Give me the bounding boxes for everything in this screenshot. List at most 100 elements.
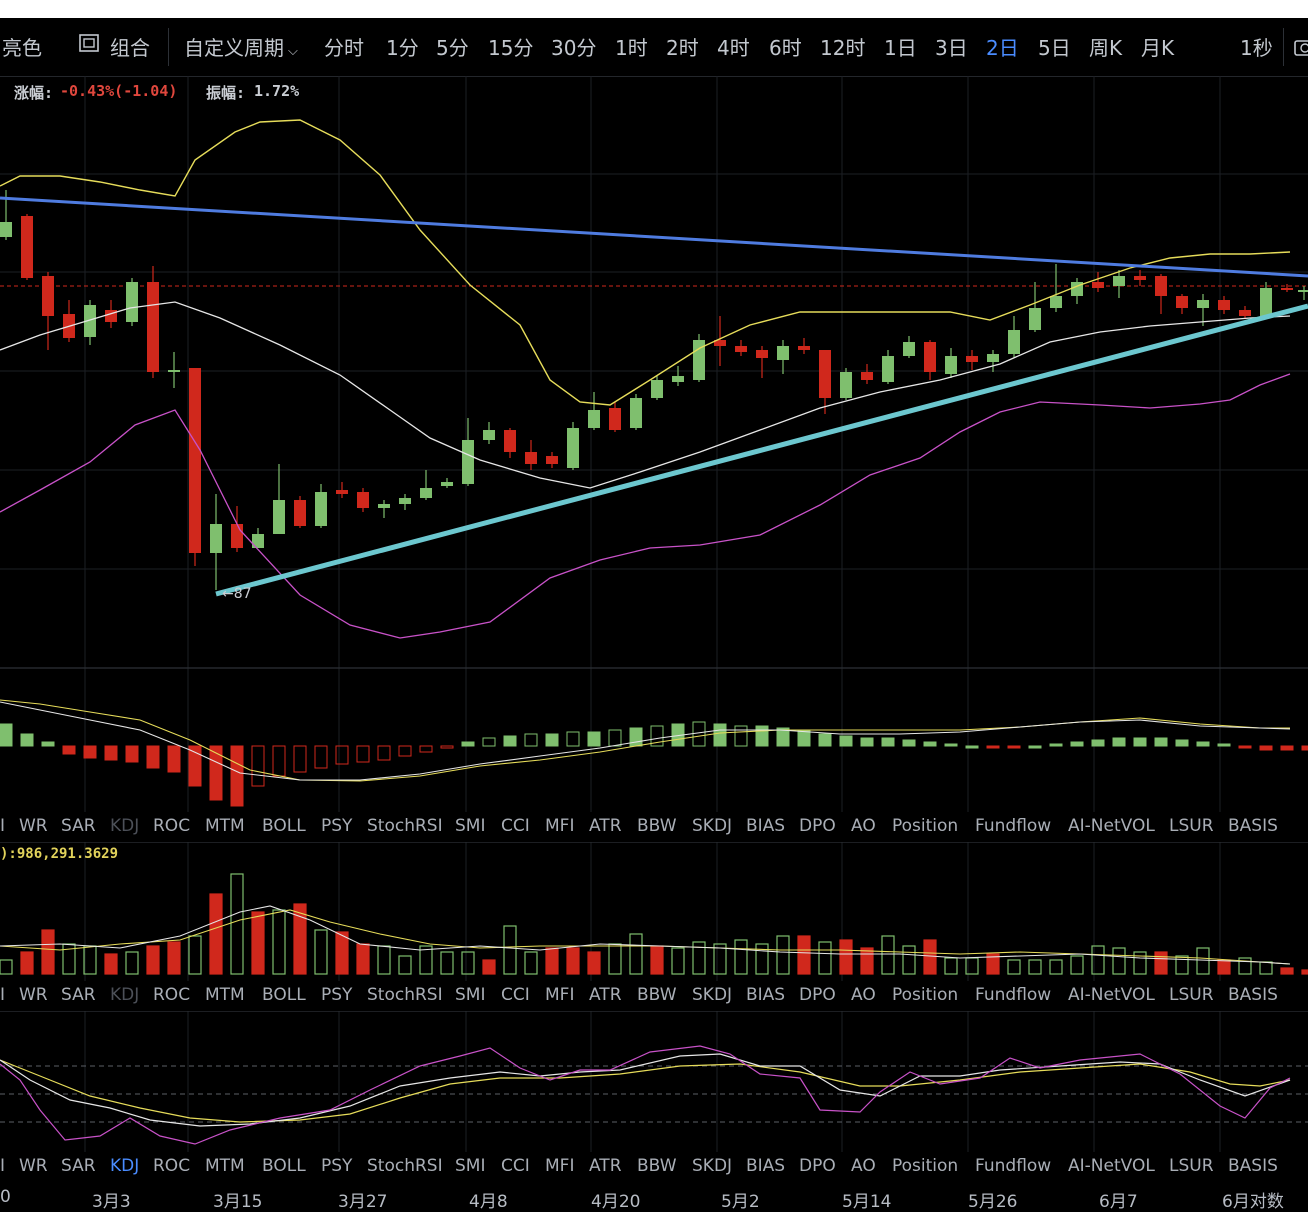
indicator-tab-basis[interactable]: BASIS bbox=[1228, 816, 1278, 836]
indicator-tab-boll[interactable]: BOLL bbox=[262, 1156, 306, 1176]
indicator-tab-bbw[interactable]: BBW bbox=[637, 985, 677, 1005]
indicator-tab-skdj[interactable]: SKDJ bbox=[692, 816, 733, 836]
custom-period-dropdown[interactable]: 自定义周期 ⌵ bbox=[184, 32, 298, 61]
indicator-tab-skdj[interactable]: SKDJ bbox=[692, 985, 733, 1005]
indicator-tab-boll[interactable]: BOLL bbox=[262, 985, 306, 1005]
indicator-tab-bias[interactable]: BIAS bbox=[746, 985, 786, 1005]
period-6[interactable]: 2时 bbox=[666, 36, 699, 60]
period-10[interactable]: 1日 bbox=[884, 36, 917, 60]
indicator-tab-lsur[interactable]: LSUR bbox=[1169, 1156, 1214, 1176]
indicator-tab-stochrsi[interactable]: StochRSI bbox=[367, 1156, 443, 1176]
indicator-tab-roc[interactable]: ROC bbox=[153, 816, 191, 836]
period-4[interactable]: 30分 bbox=[551, 36, 597, 60]
indicator-tab-cci[interactable]: CCI bbox=[501, 816, 530, 836]
indicator-tab-dpo[interactable]: DPO bbox=[799, 816, 836, 836]
volume-ma-fast bbox=[0, 905, 1291, 965]
indicator-tab-mfi[interactable]: MFI bbox=[545, 1156, 575, 1176]
theme-toggle-button[interactable]: 亮色 bbox=[2, 36, 42, 60]
indicator-tab-basis[interactable]: BASIS bbox=[1228, 985, 1278, 1005]
indicator-tab-skdj[interactable]: SKDJ bbox=[692, 1156, 733, 1176]
combo-button[interactable]: 组合 bbox=[110, 36, 150, 60]
indicator-tab-dpo[interactable]: DPO bbox=[799, 1156, 836, 1176]
indicator-tab-mtm[interactable]: MTM bbox=[205, 1156, 245, 1176]
indicator-tab-stochrsi[interactable]: StochRSI bbox=[367, 816, 443, 836]
indicator-tab-dpo[interactable]: DPO bbox=[799, 985, 836, 1005]
indicator-tab-wr[interactable]: WR bbox=[19, 1156, 48, 1176]
indicator-tab-psy[interactable]: PSY bbox=[321, 816, 353, 836]
indicator-tab-kdj[interactable]: KDJ bbox=[110, 1156, 140, 1176]
indicator-tab-kdj[interactable]: KDJ bbox=[110, 985, 140, 1005]
period-5[interactable]: 1时 bbox=[615, 36, 648, 60]
indicator-tab-boll[interactable]: BOLL bbox=[262, 816, 306, 836]
indicator-tab-kdj[interactable]: KDJ bbox=[110, 816, 140, 836]
period-13[interactable]: 5日 bbox=[1038, 36, 1071, 60]
camera-icon[interactable] bbox=[1294, 35, 1308, 61]
indicator-tab-i[interactable]: I bbox=[0, 985, 6, 1005]
indicator-tab-mfi[interactable]: MFI bbox=[545, 985, 575, 1005]
indicator-tab-ai-netvol[interactable]: AI-NetVOL bbox=[1068, 816, 1155, 836]
indicator-tab-i[interactable]: I bbox=[0, 816, 6, 836]
indicator-tab-smi[interactable]: SMI bbox=[455, 1156, 486, 1176]
indicator-tab-i[interactable]: I bbox=[0, 1156, 6, 1176]
indicator-tab-atr[interactable]: ATR bbox=[589, 985, 622, 1005]
indicator-tab-fundflow[interactable]: Fundflow bbox=[975, 1156, 1052, 1176]
indicator-tab-roc[interactable]: ROC bbox=[153, 1156, 191, 1176]
indicator-tab-fundflow[interactable]: Fundflow bbox=[975, 816, 1052, 836]
indicator-tab-cci[interactable]: CCI bbox=[501, 985, 530, 1005]
refresh-interval-button[interactable]: 1秒 bbox=[1240, 36, 1273, 60]
volume-bar-down bbox=[167, 941, 181, 975]
volume-bar-down bbox=[293, 903, 307, 975]
period-1[interactable]: 1分 bbox=[386, 36, 419, 60]
indicator-tab-position[interactable]: Position bbox=[892, 816, 959, 836]
period-15[interactable]: 月K bbox=[1141, 36, 1175, 60]
period-3[interactable]: 15分 bbox=[488, 36, 534, 60]
indicator-tab-atr[interactable]: ATR bbox=[589, 816, 622, 836]
indicator-tab-ao[interactable]: AO bbox=[851, 985, 876, 1005]
indicator-tab-psy[interactable]: PSY bbox=[321, 1156, 353, 1176]
indicator-tab-mtm[interactable]: MTM bbox=[205, 816, 245, 836]
combo-layout-icon[interactable] bbox=[78, 32, 100, 58]
indicator-tab-fundflow[interactable]: Fundflow bbox=[975, 985, 1052, 1005]
indicator-tab-lsur[interactable]: LSUR bbox=[1169, 816, 1214, 836]
indicator-tab-smi[interactable]: SMI bbox=[455, 816, 486, 836]
indicator-tab-bbw[interactable]: BBW bbox=[637, 1156, 677, 1176]
indicator-tab-sar[interactable]: SAR bbox=[61, 985, 96, 1005]
volume-bar-down bbox=[650, 945, 664, 975]
period-11[interactable]: 3日 bbox=[935, 36, 968, 60]
macd-bar-down bbox=[251, 745, 265, 787]
period-12[interactable]: 2日 bbox=[986, 36, 1019, 60]
indicator-tab-basis[interactable]: BASIS bbox=[1228, 1156, 1278, 1176]
chart-canvas[interactable]: ←87 bbox=[0, 76, 1308, 1182]
indicator-tab-ao[interactable]: AO bbox=[851, 816, 876, 836]
indicator-tab-wr[interactable]: WR bbox=[19, 816, 48, 836]
indicator-tab-atr[interactable]: ATR bbox=[589, 1156, 622, 1176]
indicator-tab-mfi[interactable]: MFI bbox=[545, 816, 575, 836]
indicator-tab-bbw[interactable]: BBW bbox=[637, 816, 677, 836]
period-9[interactable]: 12时 bbox=[820, 36, 866, 60]
indicator-tab-position[interactable]: Position bbox=[892, 1156, 959, 1176]
indicator-tab-roc[interactable]: ROC bbox=[153, 985, 191, 1005]
indicator-tab-mtm[interactable]: MTM bbox=[205, 985, 245, 1005]
indicator-tab-bias[interactable]: BIAS bbox=[746, 816, 786, 836]
indicator-tab-sar[interactable]: SAR bbox=[61, 1156, 96, 1176]
candle-up bbox=[1197, 300, 1209, 308]
period-8[interactable]: 6时 bbox=[769, 36, 802, 60]
indicator-tab-sar[interactable]: SAR bbox=[61, 816, 96, 836]
indicator-tab-psy[interactable]: PSY bbox=[321, 985, 353, 1005]
indicator-tab-bias[interactable]: BIAS bbox=[746, 1156, 786, 1176]
period-14[interactable]: 周K bbox=[1089, 36, 1123, 60]
candle-up bbox=[420, 488, 432, 498]
indicator-tab-smi[interactable]: SMI bbox=[455, 985, 486, 1005]
indicator-tab-ai-netvol[interactable]: AI-NetVOL bbox=[1068, 1156, 1155, 1176]
period-0[interactable]: 分时 bbox=[324, 36, 364, 60]
indicator-tab-position[interactable]: Position bbox=[892, 985, 959, 1005]
period-7[interactable]: 4时 bbox=[717, 36, 750, 60]
period-2[interactable]: 5分 bbox=[436, 36, 469, 60]
indicator-tab-ao[interactable]: AO bbox=[851, 1156, 876, 1176]
indicator-tab-cci[interactable]: CCI bbox=[501, 1156, 530, 1176]
indicator-tab-lsur[interactable]: LSUR bbox=[1169, 985, 1214, 1005]
indicator-tab-wr[interactable]: WR bbox=[19, 985, 48, 1005]
indicator-tab-ai-netvol[interactable]: AI-NetVOL bbox=[1068, 985, 1155, 1005]
indicator-tab-stochrsi[interactable]: StochRSI bbox=[367, 985, 443, 1005]
macd-bar-up bbox=[566, 731, 580, 747]
